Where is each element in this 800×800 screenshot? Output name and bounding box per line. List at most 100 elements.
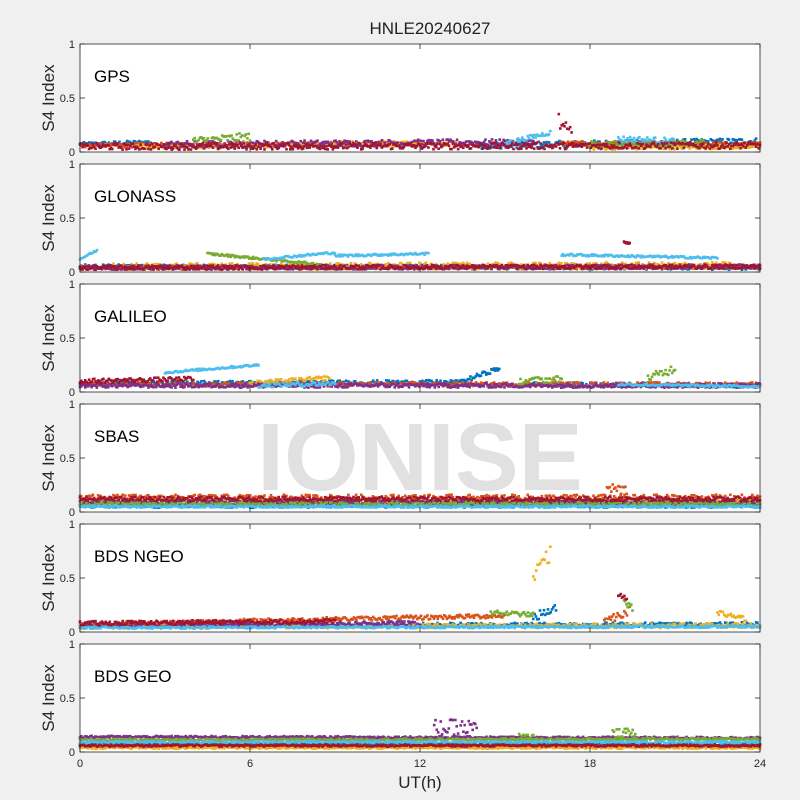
data-point [503, 143, 506, 147]
data-point [721, 141, 724, 145]
data-point [205, 268, 208, 271]
data-point [664, 147, 668, 150]
data-point [197, 138, 200, 142]
data-point [185, 140, 189, 143]
data-point [237, 146, 240, 150]
data-point [156, 143, 159, 146]
data-point [560, 261, 563, 265]
data-point [277, 146, 280, 150]
data-point [753, 142, 757, 146]
data-point [378, 140, 382, 143]
data-point [252, 146, 256, 149]
panel-label: GPS [94, 67, 130, 86]
data-point [638, 136, 641, 139]
data-point [674, 142, 678, 145]
data-point [702, 139, 705, 142]
data-point [340, 267, 344, 271]
plot-area [80, 44, 760, 152]
data-point [246, 265, 249, 268]
data-point [515, 139, 519, 143]
data-point [541, 132, 544, 135]
data-point [621, 140, 624, 143]
data-point [490, 138, 494, 141]
data-points [78, 112, 762, 151]
data-point [707, 142, 710, 146]
data-point [609, 141, 613, 144]
data-point [442, 267, 446, 271]
data-point [423, 145, 426, 148]
data-point [652, 142, 656, 145]
data-point [322, 143, 326, 147]
data-point [710, 139, 714, 142]
data-point [596, 263, 599, 267]
data-point [648, 141, 652, 145]
data-point [171, 268, 175, 271]
data-point [659, 146, 662, 150]
data-point [126, 142, 130, 145]
data-point [94, 147, 97, 150]
data-point [148, 144, 151, 147]
data-point [454, 266, 457, 269]
data-point [417, 138, 420, 142]
data-point [616, 147, 620, 150]
data-point [161, 145, 164, 148]
data-point [564, 121, 568, 124]
data-point [388, 142, 391, 146]
data-point [256, 145, 260, 148]
data-point [230, 262, 234, 265]
data-point [719, 140, 723, 143]
data-point [622, 135, 625, 138]
data-point [321, 140, 324, 144]
data-point [91, 142, 95, 146]
data-point [455, 138, 459, 142]
data-point [413, 139, 416, 142]
data-point [271, 145, 274, 149]
data-point [417, 140, 420, 144]
data-point [124, 141, 128, 145]
data-point [86, 144, 89, 147]
data-point [489, 146, 492, 150]
data-point [581, 140, 584, 143]
data-point [496, 141, 499, 145]
data-point [308, 146, 311, 149]
data-point [418, 142, 421, 146]
data-point [265, 142, 269, 145]
data-point [655, 145, 659, 148]
data-point [323, 147, 327, 151]
data-point [307, 141, 310, 145]
data-point [732, 141, 736, 145]
data-point [308, 265, 311, 268]
data-point [311, 142, 314, 146]
data-point [565, 142, 569, 146]
data-point [439, 140, 442, 143]
data-point [322, 267, 326, 271]
data-point [397, 144, 400, 147]
data-point [100, 145, 104, 149]
data-point [663, 142, 666, 145]
data-point [427, 251, 430, 255]
data-point [160, 141, 163, 145]
data-point [694, 139, 697, 143]
data-point [631, 139, 635, 143]
y-tick-label: 0 [69, 147, 75, 159]
data-point [425, 264, 429, 267]
data-point [523, 144, 526, 148]
data-point [188, 268, 191, 271]
data-point [130, 268, 133, 271]
data-point [548, 261, 551, 265]
data-point [249, 144, 252, 148]
data-point [637, 147, 640, 150]
data-point [86, 268, 89, 271]
data-point [472, 142, 476, 145]
data-point [369, 141, 373, 145]
data-point [660, 261, 664, 264]
data-point [503, 139, 507, 143]
data-point [267, 141, 270, 144]
data-point [128, 140, 132, 144]
data-point [348, 267, 351, 270]
data-point [139, 140, 142, 143]
data-point [664, 138, 668, 141]
data-point [525, 147, 528, 150]
